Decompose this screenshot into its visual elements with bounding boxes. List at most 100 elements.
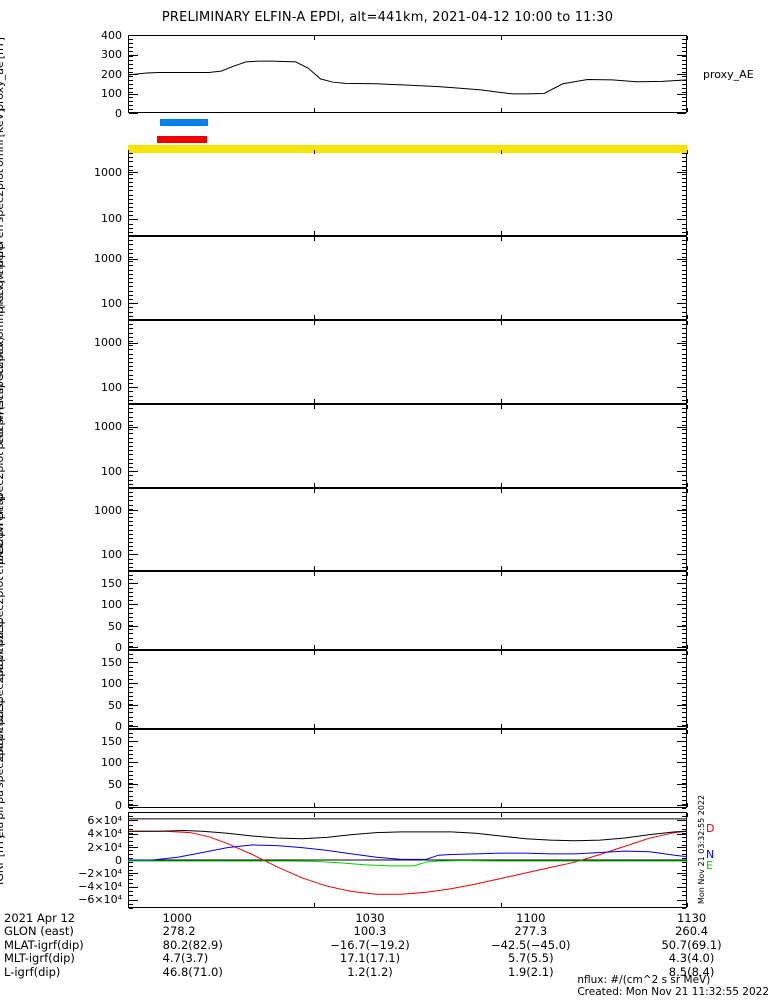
x-axis-tick	[314, 489, 316, 493]
axis-tick	[129, 341, 133, 342]
axis-tick	[129, 737, 133, 739]
axis-tick	[129, 467, 133, 468]
cell-value: 46.8(71.0)	[162, 964, 223, 979]
axis-tick	[129, 816, 133, 818]
axis-tick	[129, 173, 133, 175]
axis-tick	[682, 349, 686, 351]
x-axis-tick	[687, 483, 688, 487]
axis-tick	[129, 161, 133, 163]
axis-tick	[682, 399, 686, 401]
axis-tick	[682, 525, 686, 527]
axis-tick	[682, 88, 686, 90]
axis-tick	[682, 787, 686, 789]
x-axis-tick	[500, 803, 502, 807]
axis-tick	[682, 504, 686, 506]
axis-tick	[682, 240, 686, 242]
axis-tick	[682, 458, 686, 460]
x-axis-tick	[128, 237, 129, 241]
axis-tick	[129, 186, 133, 188]
axis-tick-major	[129, 93, 138, 95]
x-axis-tick	[500, 315, 502, 319]
axis-tick	[129, 870, 133, 872]
cell-value: 8.5(8.4)	[668, 964, 715, 979]
x-axis-tick	[128, 150, 129, 154]
red-interval-bar	[157, 136, 207, 143]
axis-tick	[129, 654, 133, 656]
axis-tick	[682, 708, 686, 710]
x-axis-tick	[128, 483, 129, 487]
axis-tick-major	[677, 93, 686, 95]
axis-tick	[129, 244, 133, 246]
axis-tick	[129, 450, 133, 452]
axis-tick	[682, 791, 686, 793]
axis-tick	[682, 679, 686, 681]
axis-tick	[129, 699, 133, 701]
axis-tick	[129, 629, 133, 631]
axis-tick-major	[677, 726, 686, 728]
axis-tick	[129, 753, 133, 755]
axis-tick	[682, 412, 686, 414]
axis-tick-major	[677, 873, 686, 875]
axis-tick	[682, 857, 686, 859]
axis-tick	[682, 202, 686, 204]
panel-pa_ch2LC	[128, 729, 687, 808]
ytick-label: 50	[108, 777, 122, 791]
x-axis-tick	[500, 237, 502, 241]
axis-tick	[129, 562, 133, 564]
x-axis-tick	[500, 724, 502, 728]
axis-tick-major	[677, 662, 686, 664]
axis-tick	[129, 595, 133, 597]
axis-tick	[682, 462, 686, 464]
axis-tick	[129, 353, 133, 355]
axis-tick	[682, 878, 686, 880]
axis-tick	[682, 39, 686, 41]
axis-tick-major	[677, 303, 686, 305]
axis-tick	[682, 282, 686, 284]
axis-tick	[129, 679, 133, 681]
axis-tick	[129, 533, 133, 535]
footer-nflux: nflux: #/(cm^2 s sr MeV)	[577, 974, 711, 986]
axis-tick	[129, 404, 133, 405]
axis-tick	[129, 612, 133, 614]
axis-tick	[682, 416, 686, 418]
axis-tick	[682, 223, 686, 225]
axis-tick	[129, 483, 133, 485]
axis-tick	[129, 290, 133, 292]
axis-tick	[682, 173, 686, 175]
page-title: PRELIMINARY ELFIN-A EPDI, alt=441km, 202…	[161, 10, 614, 25]
axis-tick	[682, 891, 686, 893]
axis-tick	[682, 244, 686, 246]
axis-tick	[682, 307, 686, 309]
axis-tick	[129, 903, 133, 905]
x-axis-tick	[128, 645, 129, 649]
axis-tick	[129, 808, 133, 809]
footer-created: Created: Mon Nov 21 11:32:55 2022	[577, 986, 769, 998]
axis-tick-major	[677, 342, 686, 344]
x-axis-tick	[500, 572, 502, 576]
x-axis-tick	[687, 231, 688, 235]
axis-tick	[129, 273, 133, 275]
x-axis-tick	[500, 903, 502, 907]
axis-tick	[129, 828, 133, 830]
footer-note: nflux: #/(cm^2 s sr MeV) Created: Mon No…	[577, 974, 769, 998]
ytick-label: 100	[101, 296, 122, 310]
panel-pif_en_prec	[128, 404, 687, 488]
axis-tick	[682, 908, 686, 909]
axis-tick-major	[129, 820, 138, 822]
axis-tick	[682, 207, 686, 208]
axis-tick	[129, 579, 133, 581]
axis-tick	[129, 84, 133, 86]
axis-tick	[129, 370, 133, 372]
x-axis-tick	[500, 399, 502, 403]
ytick-label: 1000	[94, 503, 122, 517]
axis-tick	[682, 541, 686, 543]
axis-tick	[682, 92, 686, 94]
x-axis-tick	[128, 572, 129, 576]
axis-tick	[129, 227, 133, 229]
axis-tick	[682, 286, 686, 288]
axis-tick	[682, 862, 686, 864]
ytick-label: −4×10⁴	[78, 880, 122, 894]
axis-tick	[682, 404, 686, 405]
axis-tick-major	[129, 387, 138, 389]
axis-tick-major	[677, 805, 686, 807]
